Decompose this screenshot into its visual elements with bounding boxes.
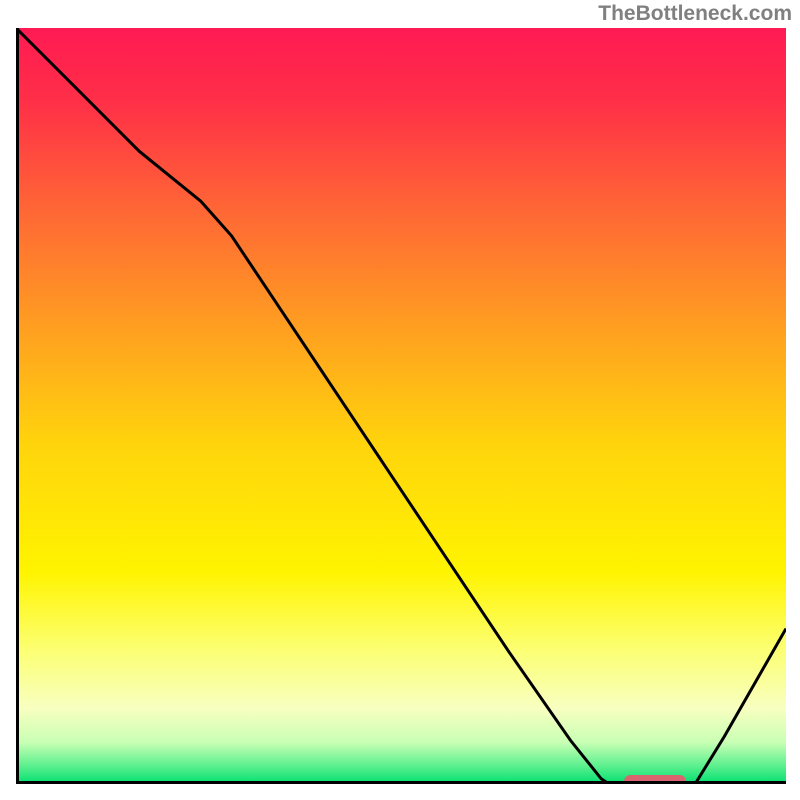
watermark-text: TheBottleneck.com — [598, 2, 792, 26]
optimal-range-marker — [624, 775, 686, 784]
bottleneck-curve — [16, 28, 786, 784]
curve-layer — [16, 28, 786, 784]
plot-area — [16, 28, 786, 784]
bottleneck-chart: TheBottleneck.com — [0, 0, 800, 800]
